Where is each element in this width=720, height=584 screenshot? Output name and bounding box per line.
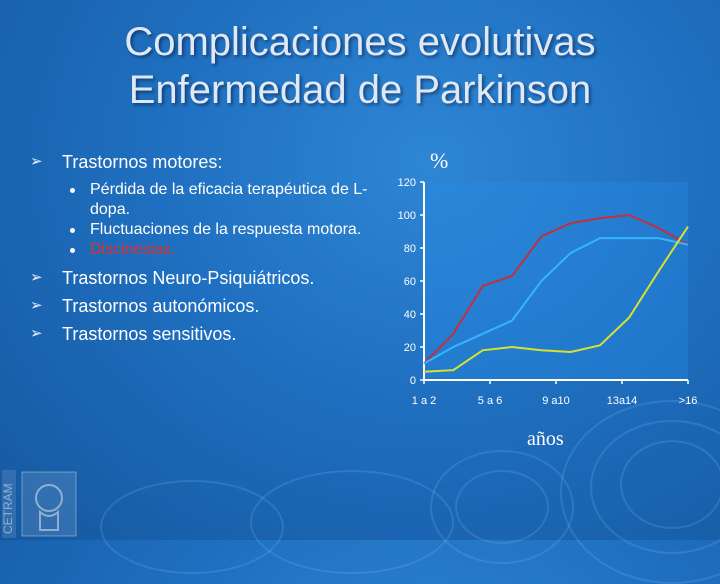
plot-area (424, 182, 688, 380)
x-tick-label: 13a14 (607, 395, 638, 407)
arrow-bullet-icon: ➢ (30, 325, 43, 342)
subitem-perdida: Pérdida de la eficacia terapéutica de L-… (52, 180, 392, 220)
x-axis-label: años (527, 428, 564, 450)
line-chart: 0 20 40 60 80 100 120 1 a 2 5 a 6 9 a10 13a14 >16 (398, 177, 698, 407)
logo-text: CETRAM (1, 483, 15, 534)
bullet-item-sensitivos: ➢ Trastornos sensitivos. (30, 324, 237, 344)
y-tick-label: 100 (398, 210, 416, 222)
x-tick-label: 1 a 2 (412, 395, 436, 407)
series-line-3 (423, 226, 689, 373)
arrow-bullet-icon: ➢ (30, 269, 43, 286)
x-tick-label: 9 a10 (542, 395, 570, 407)
y-tick-label: 80 (404, 243, 416, 255)
series-line-2 (423, 237, 689, 365)
title-line-2: Enfermedad de Parkinson (128, 68, 592, 112)
y-tick-label: 20 (404, 342, 416, 354)
bullet-item-motor: ➢ Trastornos motores: (30, 152, 223, 172)
y-axis-label: % (430, 148, 449, 173)
y-tick-label: 120 (398, 177, 416, 189)
y-tick-label: 40 (404, 309, 416, 321)
x-tick-label: >16 (679, 395, 698, 407)
title-line-1: Complicaciones evolutivas (124, 20, 596, 64)
dot-bullet-icon (70, 228, 75, 233)
bullet-list: ➢ Trastornos motores: Pérdida de la efic… (30, 150, 392, 346)
y-tick-label: 0 (410, 375, 416, 387)
bullet-item-neuro: ➢ Trastornos Neuro-Psiquiátricos. (30, 268, 315, 288)
dot-bullet-icon (70, 248, 75, 253)
subitem-fluctuaciones: Fluctuaciones de la respuesta motora. (52, 220, 392, 240)
slide-title: Complicaciones evolutivas Enfermedad de … (0, 18, 720, 114)
bullet-item-autonomicos: ➢ Trastornos autonómicos. (30, 296, 260, 316)
arrow-bullet-icon: ➢ (30, 153, 43, 170)
series-line-1 (423, 213, 689, 365)
cetram-logo: CETRAM (1, 470, 77, 538)
dot-bullet-icon (70, 188, 75, 193)
y-tick-label: 60 (404, 276, 416, 288)
subitem-discinesias: Discinesias. (52, 240, 392, 260)
arrow-bullet-icon: ➢ (30, 297, 43, 314)
x-tick-label: 5 a 6 (478, 395, 502, 407)
